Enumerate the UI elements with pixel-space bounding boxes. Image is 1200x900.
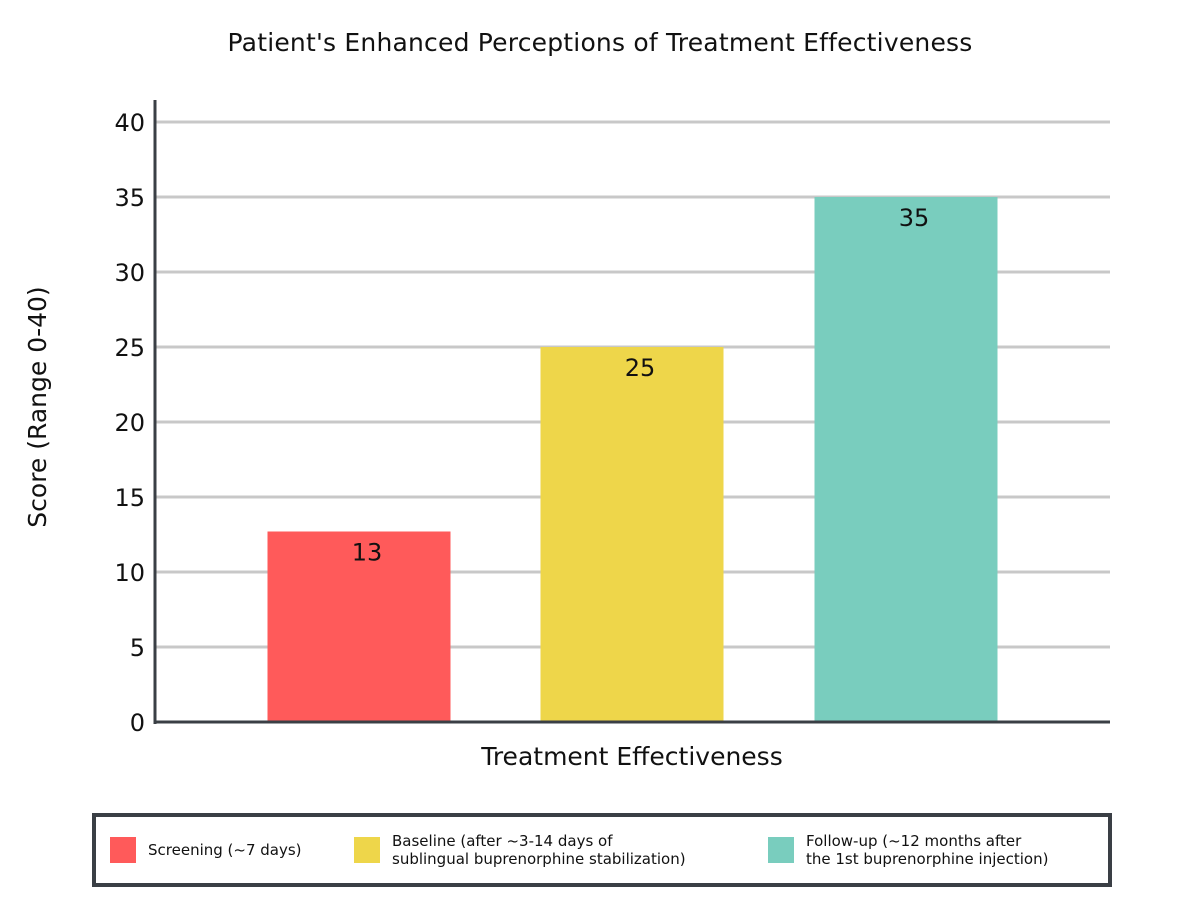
legend-item-screening: Screening (~7 days)	[110, 817, 302, 883]
legend-swatch-baseline	[354, 837, 380, 863]
y-tick-label-25: 25	[114, 334, 145, 362]
legend-label-follow-up: Follow-up (~12 months after the 1st bupr…	[806, 832, 1049, 868]
y-tick-label-40: 40	[114, 109, 145, 137]
bar-chart: 13 25 35 0 5 10 15 20 25 30 35 40 Treatment Effect…	[23, 100, 1110, 771]
y-tick-labels: 0 5 10 15 20 25 30 35 40	[114, 109, 145, 737]
y-tick-label-20: 20	[114, 409, 145, 437]
y-tick-label-5: 5	[130, 634, 145, 662]
y-axis-label: Score (Range 0-40)	[23, 286, 52, 527]
y-tick-label-35: 35	[114, 184, 145, 212]
y-tick-label-10: 10	[114, 559, 145, 587]
bar-value-label-3: 35	[899, 204, 930, 232]
y-tick-label-0: 0	[130, 709, 145, 737]
bar-3	[814, 197, 998, 722]
legend: Screening (~7 days) Baseline (after ~3-1…	[92, 813, 1112, 887]
bar-value-label-2: 25	[625, 354, 656, 382]
bars	[267, 197, 998, 722]
chart-title: Patient's Enhanced Perceptions of Treatm…	[227, 28, 973, 57]
bar-1	[267, 531, 451, 722]
data-labels: 13 25 35	[352, 204, 930, 567]
y-tick-label-30: 30	[114, 259, 145, 287]
axes	[153, 100, 1110, 724]
legend-swatch-screening	[110, 837, 136, 863]
y-tick-label-15: 15	[114, 484, 145, 512]
bar-value-label-1: 13	[352, 539, 383, 567]
x-axis-label: Treatment Effectiveness	[480, 742, 783, 771]
legend-swatch-follow-up	[768, 837, 794, 863]
legend-item-baseline: Baseline (after ~3-14 days of sublingual…	[354, 817, 686, 883]
legend-label-screening: Screening (~7 days)	[148, 841, 302, 859]
bar-2	[540, 347, 724, 722]
legend-item-follow-up: Follow-up (~12 months after the 1st bupr…	[768, 817, 1048, 883]
legend-label-baseline: Baseline (after ~3-14 days of sublingual…	[392, 832, 686, 868]
